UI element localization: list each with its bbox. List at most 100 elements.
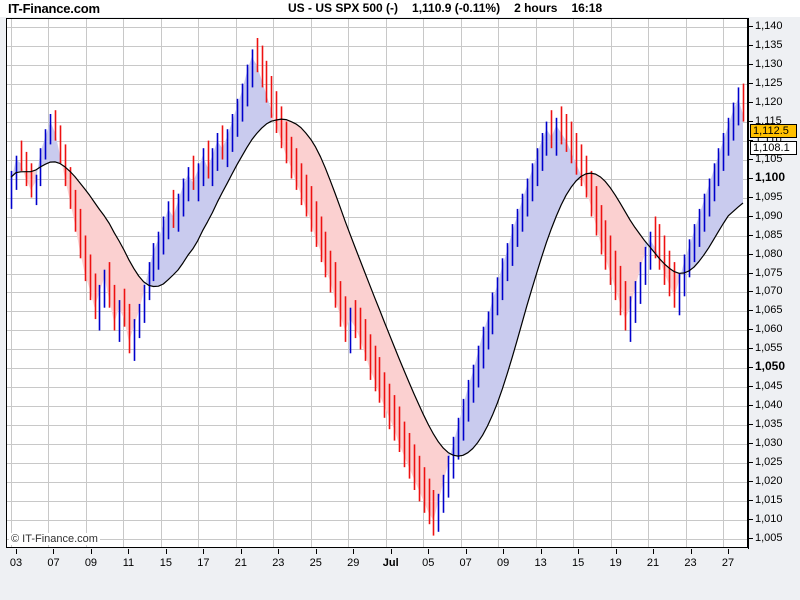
date-tick-label: 09 <box>84 557 98 569</box>
price-tick-label: 1,115 <box>755 114 782 127</box>
previous-close-badge[interactable]: 1,108.1 <box>750 140 797 155</box>
date-tick-mark <box>128 549 130 554</box>
date-tick-mark <box>465 549 467 554</box>
time-label: 16:18 <box>571 1 603 15</box>
brand-label: IT-Finance.com <box>8 1 100 16</box>
date-tick-mark <box>315 549 317 554</box>
date-tick-mark <box>578 549 580 554</box>
price-axis[interactable]: 1,005 1,010 1,015 1,020 1,025 1,030 1,035 1,040… <box>748 18 800 549</box>
price-tick-label: 1,100 <box>755 169 786 184</box>
price-tick-label: 1,030 <box>755 437 783 450</box>
instrument-quote: 1,110.9 (-0.11%) <box>412 1 501 15</box>
price-tick-label: 1,010 <box>755 513 783 526</box>
date-tick-label: 19 <box>609 557 622 569</box>
date-axis[interactable]: 03 07 09 11 15 17 21 23 25 29 Jul 05 07 09 13 15 19 21 23 2… <box>6 549 748 577</box>
price-tick-mark <box>748 25 753 27</box>
date-tick-mark <box>428 549 430 554</box>
date-tick-label: 07 <box>47 557 60 569</box>
price-tick-mark <box>748 367 753 369</box>
date-tick-label: 27 <box>721 557 735 569</box>
price-tick-label: 1,125 <box>755 76 783 89</box>
price-tick-mark <box>748 82 753 84</box>
date-tick-label: 09 <box>497 557 510 569</box>
date-tick-mark <box>278 549 280 554</box>
price-tick-mark <box>748 177 753 179</box>
price-tick-mark <box>748 462 753 464</box>
date-tick-label: Jul <box>382 557 399 569</box>
price-tick-mark <box>748 291 753 293</box>
price-tick-mark <box>748 215 753 217</box>
price-tick-label: 1,020 <box>755 475 783 488</box>
date-tick-label: 03 <box>9 557 23 569</box>
price-tick-mark <box>748 234 753 236</box>
date-tick-mark <box>16 549 17 554</box>
price-tick-mark <box>748 139 753 141</box>
date-tick-label: 29 <box>347 557 360 569</box>
price-tick-label: 1,025 <box>755 456 783 469</box>
date-tick-mark <box>240 549 242 554</box>
band-fill <box>11 57 743 521</box>
price-tick-mark <box>748 519 753 521</box>
date-tick-label: 23 <box>684 557 697 569</box>
price-tick-label: 1,080 <box>755 247 783 260</box>
price-tick-mark <box>748 348 753 350</box>
price-tick-mark <box>748 120 753 122</box>
chart-canvas <box>7 19 747 547</box>
last-price-badge[interactable]: 1,112.5 <box>750 124 797 139</box>
price-tick-mark <box>748 386 753 388</box>
date-tick-mark <box>353 549 355 554</box>
price-tick-mark <box>748 424 753 426</box>
price-axis-line <box>748 18 749 549</box>
chart-plot-area[interactable]: © IT-Finance.com <box>6 18 748 548</box>
date-tick-mark <box>390 549 392 554</box>
date-tick-label: 25 <box>309 557 322 569</box>
price-tick-mark <box>748 196 753 198</box>
price-tick-mark <box>748 329 753 331</box>
date-tick-label: 13 <box>534 557 547 569</box>
date-tick-label: 11 <box>122 557 135 569</box>
price-tick-mark <box>748 500 753 502</box>
price-tick-mark <box>748 63 753 65</box>
date-tick-mark <box>690 549 692 554</box>
chart-header: IT-Finance.com US - US SPX 500 (-) 1,110.… <box>0 0 800 17</box>
date-tick-label: 15 <box>159 557 173 569</box>
ohlc-bars <box>10 38 745 536</box>
price-chart-svg <box>7 19 747 547</box>
date-tick-mark <box>615 549 617 554</box>
price-tick-mark <box>748 538 753 540</box>
price-tick-label: 1,140 <box>755 19 783 32</box>
price-tick-label: 1,045 <box>755 380 783 393</box>
date-tick-mark <box>203 549 205 554</box>
date-tick-mark <box>503 549 505 554</box>
price-tick-label: 1,120 <box>755 95 783 108</box>
price-tick-label: 1,090 <box>755 209 783 222</box>
date-tick-mark <box>165 549 167 554</box>
date-tick-label: 23 <box>272 557 285 569</box>
date-tick-mark <box>653 549 655 554</box>
price-tick-mark <box>748 101 753 103</box>
date-tick-mark <box>540 549 542 554</box>
price-tick-mark <box>748 405 753 407</box>
date-tick-label: 07 <box>459 557 472 569</box>
date-tick-mark <box>90 549 92 554</box>
price-tick-label: 1,095 <box>755 190 783 203</box>
price-tick-label: 1,065 <box>755 304 783 317</box>
date-tick-mark <box>53 549 55 554</box>
price-tick-label: 1,135 <box>755 38 783 51</box>
price-tick-label: 1,015 <box>755 494 783 507</box>
price-tick-mark <box>748 253 753 255</box>
date-tick-label: 15 <box>571 557 585 569</box>
date-tick-label: 21 <box>234 557 247 569</box>
price-tick-mark <box>748 158 753 160</box>
price-tick-label: 1,085 <box>755 228 783 241</box>
instrument-info: US - US SPX 500 (-) 1,110.9 (-0.11%) 2 hou… <box>288 1 602 15</box>
date-tick-mark <box>728 549 729 554</box>
instrument-name: US - US SPX 500 (-) <box>288 1 399 15</box>
price-tick-label: 1,040 <box>755 399 783 412</box>
timeframe-label: 2 hours <box>514 1 558 15</box>
date-tick-label: 21 <box>646 557 660 569</box>
date-tick-label: 17 <box>197 557 210 569</box>
price-tick-mark <box>748 481 753 483</box>
price-tick-label: 1,005 <box>755 532 783 545</box>
